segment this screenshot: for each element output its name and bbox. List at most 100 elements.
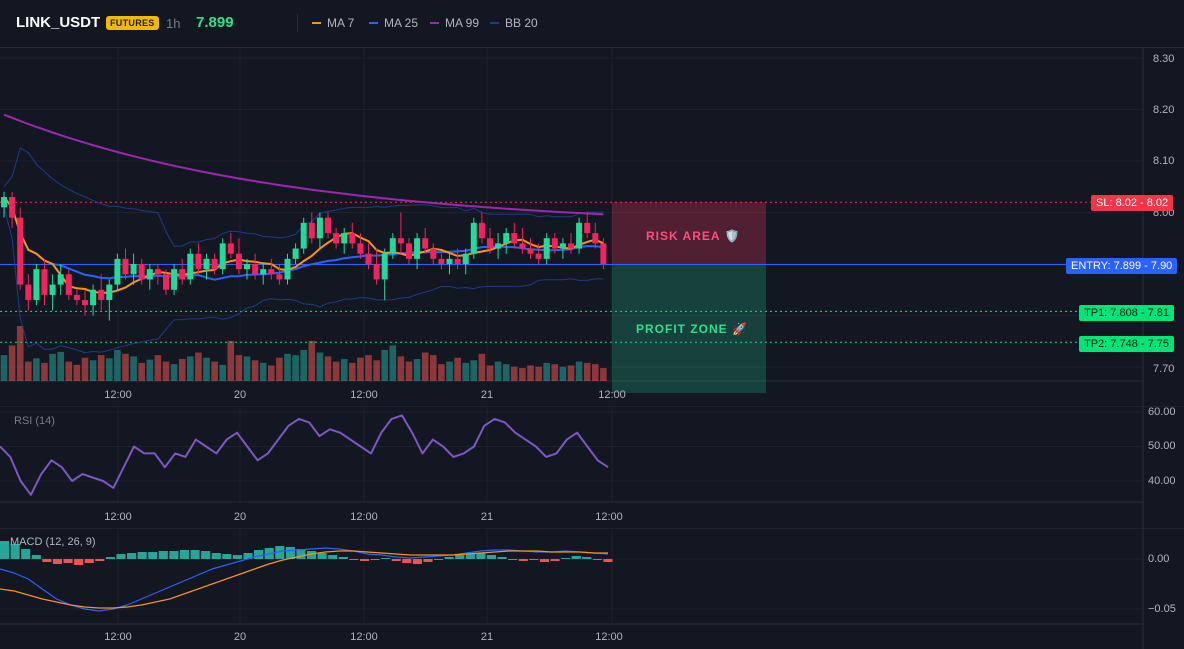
macd-hist-bar-15 [158, 551, 168, 559]
legend-ma7-label: MA 7 [327, 16, 355, 30]
x-tick-rsi-4: 12:00 [595, 511, 623, 523]
symbol-name[interactable]: LINK_USDT [16, 14, 101, 31]
volume-bar-41 [332, 361, 340, 381]
candle-body-66 [535, 253, 542, 259]
timeframe-selector[interactable]: 1h [166, 16, 181, 31]
rsi-chart[interactable] [0, 406, 1184, 528]
volume-bar-52 [421, 352, 429, 381]
candle-body-60 [487, 238, 493, 249]
candle-body-12 [98, 289, 105, 301]
entry-tag[interactable]: ENTRY: 7.899 - 7.90 [1066, 258, 1178, 274]
volume-bar-2 [16, 326, 24, 381]
candle-65 [527, 238, 534, 259]
candle-body-33 [268, 269, 275, 275]
candle-62 [503, 227, 510, 254]
volume-bar-27 [219, 364, 226, 381]
x-tick-macd-0: 12:00 [104, 631, 132, 643]
candle-8 [65, 269, 72, 301]
volume-bar-28 [227, 340, 235, 381]
macd-chart[interactable] [0, 528, 1184, 649]
macd-hist-bar-50 [529, 559, 539, 560]
candle-22 [179, 258, 186, 285]
volume-bar-35 [284, 353, 291, 381]
candle-body-4 [33, 269, 40, 301]
candle-body-11 [90, 289, 97, 306]
candle-30 [244, 258, 250, 280]
candle-body-74 [600, 243, 607, 264]
candle-0 [1, 191, 7, 218]
futures-badge: FUTURES [106, 16, 159, 30]
x-tick-macd-4: 12:00 [595, 631, 623, 643]
candle-27 [219, 238, 226, 275]
x-tick-price-1: 20 [233, 389, 247, 401]
candle-body-35 [284, 258, 291, 280]
price-chart[interactable] [0, 48, 1184, 406]
volume-bar-69 [559, 366, 567, 381]
candle-11 [90, 284, 97, 316]
volume-bar-29 [235, 355, 243, 381]
candle-55 [446, 253, 453, 275]
candle-15 [122, 248, 129, 280]
x-tick-price-0: 12:00 [104, 389, 132, 401]
volume-bar-46 [373, 360, 380, 381]
volume-bar-51 [413, 359, 421, 381]
macd-hist-bar-37 [391, 559, 401, 561]
bb-lower-band [3, 207, 604, 354]
candle-body-55 [446, 258, 453, 264]
macd-hist-bar-23 [243, 553, 253, 559]
macd-hist-bar-34 [359, 559, 370, 561]
candle-42 [341, 227, 348, 254]
candle-body-30 [244, 264, 250, 270]
macd-hist-bar-43 [455, 555, 465, 559]
candle-59 [478, 212, 485, 244]
legend-ma99[interactable]: MA 99 [430, 16, 479, 30]
candle-66 [535, 243, 542, 264]
macd-hist-bar-54 [571, 556, 581, 559]
legend-bb20[interactable]: BB 20 [490, 16, 538, 30]
candle-body-14 [114, 258, 121, 285]
candle-50 [406, 238, 412, 264]
macd-hist-bar-35 [370, 559, 380, 560]
candle-body-36 [292, 248, 299, 259]
candle-body-67 [543, 238, 550, 259]
legend-ma25[interactable]: MA 25 [369, 16, 418, 30]
candle-5 [41, 258, 48, 306]
volume-bar-26 [211, 361, 218, 381]
volume-bar-68 [551, 364, 559, 381]
legend-ma7[interactable]: MA 7 [312, 16, 354, 30]
take-profit-2-tag[interactable]: TP2: 7.748 - 7.75 [1079, 336, 1174, 352]
candle-63 [511, 222, 518, 249]
candle-35 [284, 253, 291, 285]
candle-body-65 [527, 248, 534, 254]
candle-21 [171, 264, 178, 295]
macd-hist-bar-12 [127, 553, 137, 559]
volume-bar-4 [33, 358, 40, 381]
macd-hist-bar-17 [179, 550, 190, 559]
candle-40 [325, 212, 331, 239]
volume-bar-53 [430, 355, 437, 381]
volume-bar-23 [187, 356, 194, 381]
macd-hist-bar-24 [254, 550, 264, 559]
take-profit-1-tag[interactable]: TP1: 7.808 - 7.81 [1079, 305, 1174, 321]
candle-64 [519, 227, 526, 254]
macd-hist-bar-2 [21, 549, 31, 559]
macd-hist-bar-27 [285, 547, 295, 559]
volume-bar-12 [97, 355, 105, 381]
stop-loss-tag[interactable]: SL: 8.02 - 8.02 [1091, 195, 1174, 211]
candle-19 [154, 264, 161, 285]
x-tick-price-3: 21 [480, 389, 494, 401]
macd-hist-bar-20 [211, 553, 221, 559]
volume-bar-47 [381, 349, 388, 381]
candle-body-24 [195, 253, 202, 270]
candle-body-32 [260, 269, 267, 275]
volume-bar-54 [438, 364, 445, 381]
macd-hist-bar-19 [201, 551, 211, 559]
macd-hist-bar-56 [592, 559, 602, 560]
candle-57 [462, 248, 469, 275]
volume-bar-62 [502, 364, 510, 381]
volume-bar-61 [494, 361, 502, 381]
chart-header: LINK_USDT FUTURES 1h 7.899 MA 7 MA 25 MA… [0, 0, 1184, 48]
candle-body-26 [211, 258, 218, 270]
candle-body-16 [130, 264, 137, 275]
x-tick-macd-3: 21 [480, 631, 494, 643]
